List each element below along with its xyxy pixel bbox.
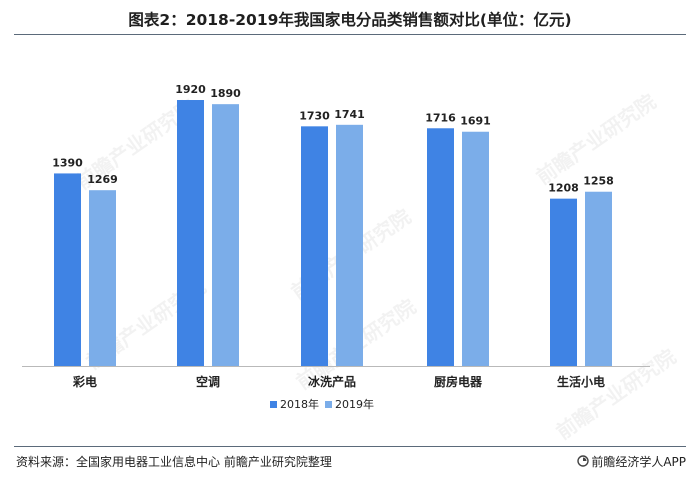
legend-swatch-2018年 [270,401,277,408]
legend: 2018年 2019年 [270,397,374,411]
bar-value-label: 1390 [52,156,83,169]
brand-logo-icon [577,455,590,467]
bar-value-label: 1920 [175,83,206,96]
chart-title: 图表2：2018-2019年我国家电分品类销售额对比(单位：亿元) [128,11,572,29]
bar-2018年-生活小电 [550,198,577,366]
category-label: 空调 [196,374,220,389]
category-label: 彩电 [72,374,97,389]
bar-2019年-空调 [212,104,239,366]
bar-value-label: 1691 [460,115,491,128]
bar-value-label: 1258 [583,175,614,188]
bar-2018年-空调 [177,100,204,366]
footer-divider [14,446,686,447]
legend-label: 2018年 [280,397,319,411]
bar-2019年-冰洗产品 [336,124,363,367]
bar-2019年-生活小电 [585,191,612,366]
bar-value-label: 1741 [334,108,365,121]
bar-2019年-彩电 [89,190,116,366]
brand-text: 前瞻经济学人APP [591,455,686,469]
legend-swatch-2019年 [325,401,332,408]
brand-label: 前瞻经济学人APP [577,453,686,470]
labels-layer: 1390 1269 彩电 1920 1890 空调 1730 1741 冰洗产品 1716 1691… [52,83,614,389]
bar-2018年-彩电 [54,173,81,366]
bar-value-label: 1716 [425,111,456,124]
bar-2019年-厨房电器 [462,131,489,366]
bar-value-label: 1730 [299,109,330,122]
bar-value-label: 1208 [548,182,579,195]
bar-2018年-冰洗产品 [301,126,328,366]
source-note: 资料来源：全国家用电器工业信息中心 前瞻产业研究院整理 [16,455,332,469]
category-label: 生活小电 [557,374,605,389]
title-divider [14,34,686,35]
bar-value-label: 1890 [210,87,241,100]
legend-label: 2019年 [335,397,374,411]
category-label: 冰洗产品 [308,374,356,389]
category-label: 厨房电器 [434,374,483,389]
bar-2018年-厨房电器 [427,128,454,366]
bar-value-label: 1269 [87,173,118,186]
bars-layer [54,100,612,367]
